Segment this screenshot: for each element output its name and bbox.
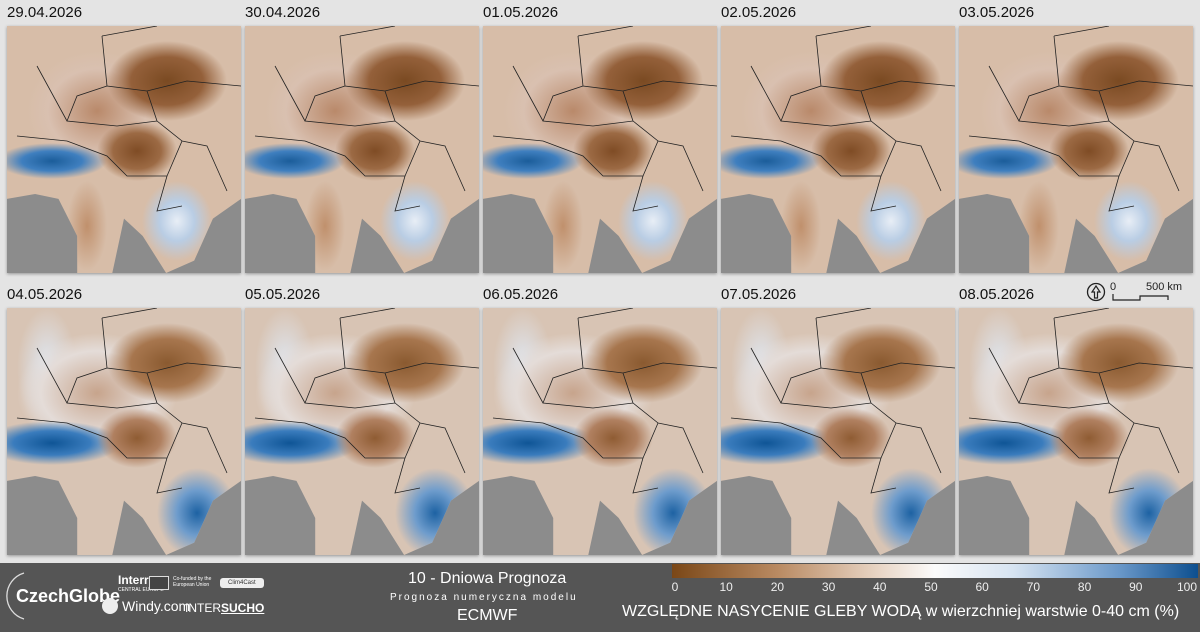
windy-logo: Windy.com xyxy=(122,598,191,614)
legend-tick: 60 xyxy=(975,580,989,594)
panel-date: 03.05.2026 xyxy=(959,4,1035,21)
panel-date: 07.05.2026 xyxy=(721,286,797,303)
legend-tick: 50 xyxy=(924,580,938,594)
soil-moisture-map xyxy=(721,26,955,273)
panel-date: 30.04.2026 xyxy=(245,4,321,21)
clim4cast-logo: Clim4Cast xyxy=(220,578,264,588)
country-borders xyxy=(968,26,1193,212)
country-borders xyxy=(492,26,717,212)
intersucho-a: INTER xyxy=(185,601,221,615)
forecast-title: 10 - Dniowa Prognoza xyxy=(408,570,567,587)
panel-date: 29.04.2026 xyxy=(7,4,83,21)
soil-moisture-map xyxy=(245,26,479,273)
country-borders xyxy=(492,308,717,494)
color-scale-bar xyxy=(672,564,1198,578)
country-borders xyxy=(16,308,241,494)
windy-icon xyxy=(102,598,118,614)
forecast-subtitle: Prognoza numeryczna modelu xyxy=(390,592,578,603)
intersucho-b: SUCHO xyxy=(221,601,265,615)
eu-logo-text: Co-funded by the European Union xyxy=(173,576,212,588)
country-borders xyxy=(968,308,1193,494)
country-borders xyxy=(730,308,955,494)
legend-tick: 100 xyxy=(1176,580,1198,594)
scale-bar: 0 500 km xyxy=(1086,281,1196,303)
interreg-sub: CENTRAL EUROPE xyxy=(118,587,164,593)
legend-tick: 40 xyxy=(873,580,887,594)
legend-tick: 70 xyxy=(1026,580,1041,594)
scale-distance: 500 km xyxy=(1146,281,1183,293)
legend-tick: 30 xyxy=(821,580,836,594)
country-borders xyxy=(730,26,955,212)
soil-moisture-map xyxy=(483,308,717,555)
panel-date: 08.05.2026 xyxy=(959,286,1035,303)
legend-tick: 80 xyxy=(1077,580,1092,594)
panel-date: 05.05.2026 xyxy=(245,286,321,303)
legend-tick: 0 xyxy=(671,580,679,594)
model-name: ECMWF xyxy=(457,607,518,624)
legend-tick: 10 xyxy=(719,580,733,594)
legend-tick: 20 xyxy=(770,580,785,594)
soil-moisture-map xyxy=(483,26,717,273)
soil-moisture-map xyxy=(959,26,1193,273)
soil-moisture-map xyxy=(245,308,479,555)
panel-date: 06.05.2026 xyxy=(483,286,559,303)
intersucho-logo: INTERSUCHO xyxy=(185,601,264,615)
country-borders xyxy=(254,308,479,494)
soil-moisture-map xyxy=(7,26,241,273)
country-borders xyxy=(254,26,479,212)
legend-title: WZGLĘDNE NASYCENIE GLEBY WODĄ w wierzchn… xyxy=(622,603,1180,620)
panel-date: 02.05.2026 xyxy=(721,4,797,21)
scale-zero: 0 xyxy=(1110,281,1117,293)
eu-flag-icon xyxy=(149,576,169,590)
legend-tick: 90 xyxy=(1129,580,1143,594)
soil-moisture-map xyxy=(959,308,1193,555)
czechglobe-logo: CzechGlobe xyxy=(16,586,121,606)
north-arrow-icon xyxy=(1086,282,1106,302)
soil-moisture-map xyxy=(721,308,955,555)
panel-date: 04.05.2026 xyxy=(7,286,83,303)
soil-moisture-map xyxy=(7,308,241,555)
country-borders xyxy=(16,26,241,212)
panel-date: 01.05.2026 xyxy=(483,4,559,21)
